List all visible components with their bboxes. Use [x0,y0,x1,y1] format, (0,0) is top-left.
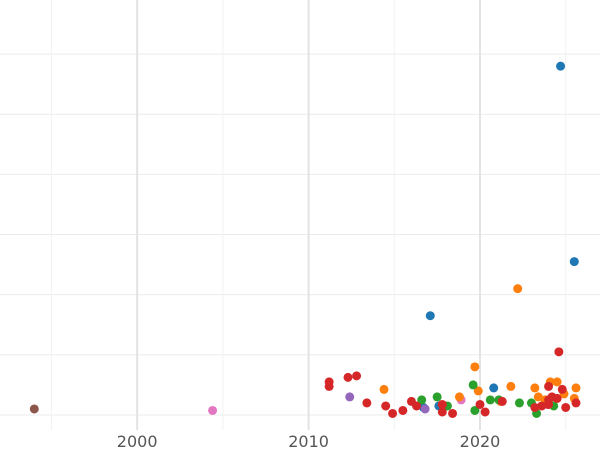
data-point [468,380,478,390]
data-point [473,386,483,396]
data-point [470,362,480,372]
data-point [489,383,499,393]
data-point [448,408,458,418]
data-point [514,398,524,408]
data-point [569,257,579,267]
data-point [561,402,571,412]
data-point [485,395,495,405]
data-point [547,392,557,402]
data-point [571,398,581,408]
data-point [29,404,39,414]
data-point [208,405,218,415]
plot-background [0,0,600,430]
data-point [432,392,442,402]
series-6 [324,347,581,418]
x-axis-ticks: 2000 2010 2020 [117,432,501,450]
data-point [437,399,447,409]
series-0 [29,404,39,414]
x-tick-label-2020: 2020 [460,432,501,450]
data-point [480,407,490,417]
data-point [345,392,355,402]
data-point [324,381,334,391]
data-point [437,407,447,417]
data-point [554,347,564,357]
data-point [530,383,540,393]
x-tick-label-2000: 2000 [117,432,158,450]
series-5 [345,392,430,414]
data-point [544,381,554,391]
data-point [475,399,485,409]
data-point [379,384,389,394]
data-point [557,384,567,394]
gridlines [0,0,600,430]
data-point [388,408,398,418]
data-point [454,392,464,402]
data-point [497,396,507,406]
data-point [537,401,547,411]
data-point [362,398,372,408]
data-points [29,61,581,418]
data-point [381,401,391,411]
data-point [420,404,430,414]
data-point [530,402,540,412]
data-point [556,61,566,71]
data-point [506,381,516,391]
data-point [552,377,562,387]
data-point [470,405,480,415]
data-point [513,284,523,294]
data-point [352,371,362,381]
data-point [425,311,435,321]
data-point [412,401,422,411]
data-point [533,392,543,402]
data-point [398,405,408,415]
x-tick-label-2010: 2010 [288,432,329,450]
data-point [417,395,427,405]
data-point [343,372,353,382]
data-point [571,383,581,393]
